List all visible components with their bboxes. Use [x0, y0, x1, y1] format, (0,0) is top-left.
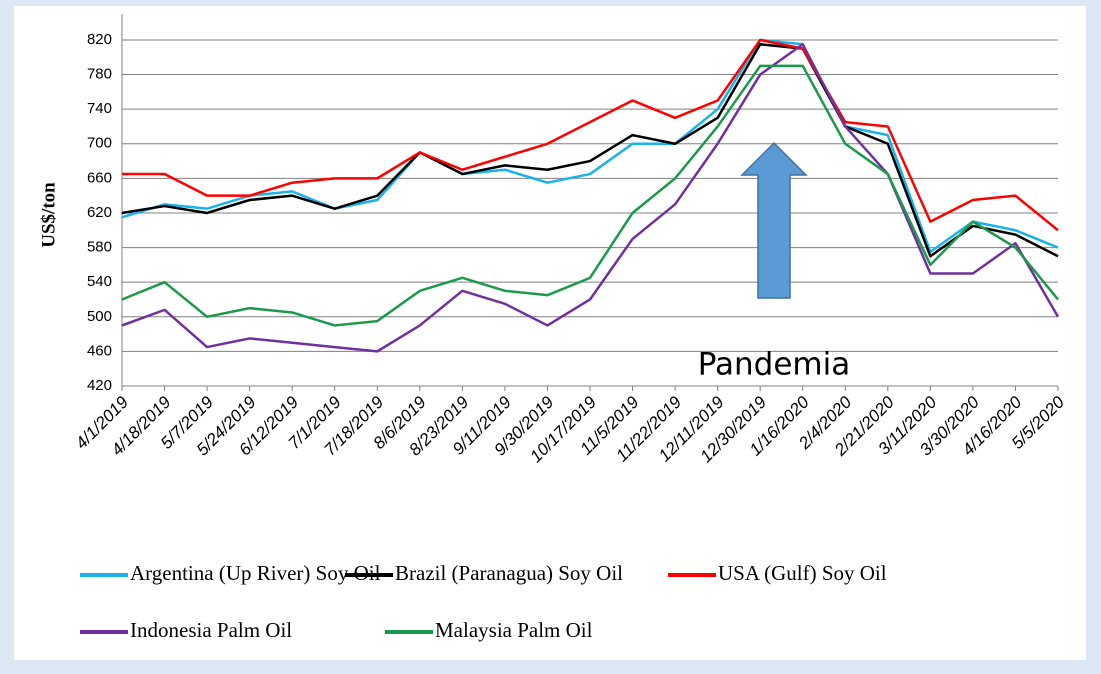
annotation: Pandemia: [698, 347, 851, 383]
y-tick-label: 660: [87, 169, 112, 186]
series-line: [121, 38, 1059, 254]
y-tick-label: 500: [87, 308, 112, 325]
series-line: [122, 38, 1059, 232]
y-axis-label: US$/ton: [38, 182, 59, 248]
y-tick-label: 580: [87, 239, 112, 256]
series-line: [121, 43, 1059, 258]
legend-label: Argentina (Up River) Soy Oil: [130, 561, 381, 585]
y-tick-label: 620: [87, 204, 112, 221]
y-tick-label: 740: [87, 100, 112, 117]
legend-label: USA (Gulf) Soy Oil: [718, 561, 887, 585]
y-tick-label: 780: [87, 66, 112, 83]
series-line: [121, 64, 1059, 327]
y-tick-label: 700: [87, 135, 112, 152]
arrow: [740, 141, 808, 299]
y-tick-label: 540: [87, 273, 112, 290]
legend-label: Brazil (Paranagua) Soy Oil: [395, 561, 623, 585]
legend-label: Malaysia Palm Oil: [435, 618, 593, 642]
y-tick-label: 460: [87, 342, 112, 359]
legend-label: Indonesia Palm Oil: [130, 618, 292, 642]
y-tick-label: 820: [87, 31, 112, 48]
y-tick-label: 420: [87, 377, 112, 394]
